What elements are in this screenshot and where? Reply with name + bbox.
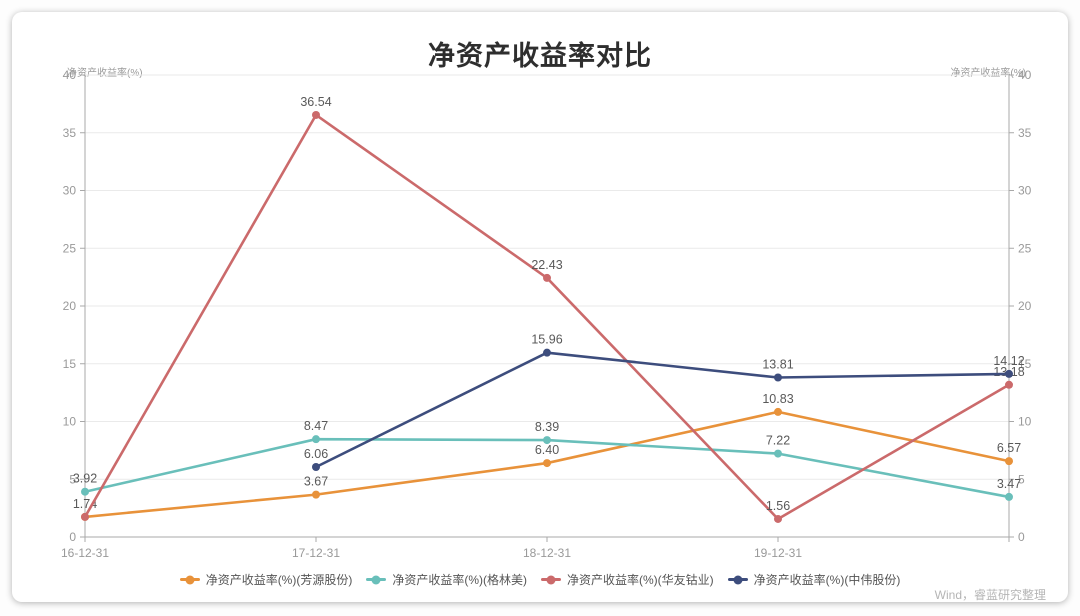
y-tick-label-right: 0: [1018, 530, 1025, 544]
y-tick-label-left: 10: [63, 415, 77, 429]
y-tick-label-right: 25: [1018, 241, 1032, 255]
data-point-label: 3.92: [73, 472, 97, 486]
legend-line-marker-icon: [366, 575, 387, 584]
data-point[interactable]: [312, 435, 320, 444]
x-tick-label: 19-12-31: [754, 546, 802, 560]
x-tick-label: 18-12-31: [523, 546, 571, 560]
data-point-label: 8.39: [535, 420, 559, 434]
data-point[interactable]: [312, 463, 320, 472]
data-point[interactable]: [543, 273, 551, 282]
y-tick-label-right: 40: [1018, 68, 1032, 82]
legend-dot-icon: [371, 575, 381, 584]
data-point[interactable]: [81, 512, 89, 521]
data-point-label: 3.47: [997, 477, 1021, 491]
legend-label: 净资产收益率(%)(格林美): [392, 573, 527, 587]
y-tick-label-left: 15: [63, 357, 77, 371]
data-point[interactable]: [1005, 492, 1013, 501]
x-tick-label: 16-12-31: [61, 546, 109, 560]
legend-label: 净资产收益率(%)(华友钴业): [567, 573, 714, 587]
data-point[interactable]: [543, 348, 551, 357]
data-point-label: 6.06: [304, 447, 328, 461]
data-point-label: 6.40: [535, 443, 559, 457]
data-point[interactable]: [774, 407, 782, 416]
y-tick-label-left: 25: [63, 241, 77, 255]
data-point-label: 36.54: [300, 95, 331, 109]
x-tick-label: 17-12-31: [292, 546, 340, 560]
series-line: [315, 351, 1010, 469]
y-tick-label-left: 40: [63, 68, 77, 82]
legend-item[interactable]: 净资产收益率(%)(格林美): [366, 571, 527, 588]
y-tick-label-right: 30: [1018, 184, 1032, 198]
data-point-label: 1.56: [766, 499, 790, 513]
chart-card: 净资产收益率对比 净资产收益率(%) 净资产收益率(%) 净资产收益率(%)(芳…: [12, 12, 1068, 602]
y-tick-label-left: 35: [63, 126, 77, 140]
data-point-label: 6.57: [997, 441, 1021, 455]
y-tick-label-right: 10: [1018, 415, 1032, 429]
y-axis-title-left: 净资产收益率(%): [67, 68, 143, 79]
legend-item[interactable]: 净资产收益率(%)(中伟股份): [727, 571, 901, 588]
data-point-label: 14.12: [993, 354, 1024, 368]
y-tick-label-right: 15: [1018, 357, 1032, 371]
data-point-label: 15.96: [531, 333, 562, 347]
data-point[interactable]: [774, 373, 782, 382]
legend-line-marker-icon: [541, 575, 561, 584]
legend-line-marker-icon: [179, 575, 200, 584]
data-point[interactable]: [1005, 380, 1013, 389]
data-point-label: 7.22: [766, 434, 790, 448]
data-point-label: 22.43: [531, 258, 562, 272]
data-point[interactable]: [312, 490, 320, 499]
data-point-label: 13.81: [762, 357, 793, 371]
watermark: Wind，睿蓝研究整理: [934, 588, 1046, 602]
y-tick-label-left: 20: [63, 299, 77, 313]
data-point[interactable]: [774, 514, 782, 523]
data-point[interactable]: [774, 449, 782, 458]
y-tick-label-right: 35: [1018, 126, 1032, 140]
legend-item[interactable]: 净资产收益率(%)(芳源股份): [179, 571, 353, 588]
y-tick-label-right: 5: [1018, 472, 1025, 486]
data-point[interactable]: [312, 110, 320, 119]
data-point-label: 3.67: [304, 475, 328, 489]
legend: 净资产收益率(%)(芳源股份) 净资产收益率(%)(格林美) 净资产收益率(%)(华…: [12, 571, 1068, 588]
legend-line-marker-icon: [727, 575, 748, 584]
legend-dot-icon: [546, 575, 556, 584]
data-point[interactable]: [1005, 369, 1013, 378]
y-tick-label-right: 20: [1018, 299, 1032, 313]
legend-dot-icon: [733, 575, 743, 584]
data-point[interactable]: [543, 436, 551, 445]
legend-item[interactable]: 净资产收益率(%)(华友钴业): [541, 571, 714, 588]
y-tick-label-left: 0: [69, 530, 76, 544]
legend-dot-icon: [185, 575, 195, 584]
y-tick-label-left: 30: [63, 184, 77, 198]
y-tick-label-left: 5: [69, 472, 76, 486]
data-point-label: 8.47: [304, 419, 328, 433]
data-point[interactable]: [543, 459, 551, 468]
legend-label: 净资产收益率(%)(中伟股份): [753, 573, 901, 587]
chart-title: 净资产收益率对比: [428, 41, 652, 71]
series-line: [83, 113, 1010, 521]
y-axis-title-right: 净资产收益率(%): [950, 68, 1026, 79]
data-point-label: 10.83: [762, 392, 793, 406]
legend-label: 净资产收益率(%)(芳源股份): [205, 573, 353, 587]
data-point[interactable]: [1005, 457, 1013, 466]
data-point[interactable]: [81, 487, 89, 496]
